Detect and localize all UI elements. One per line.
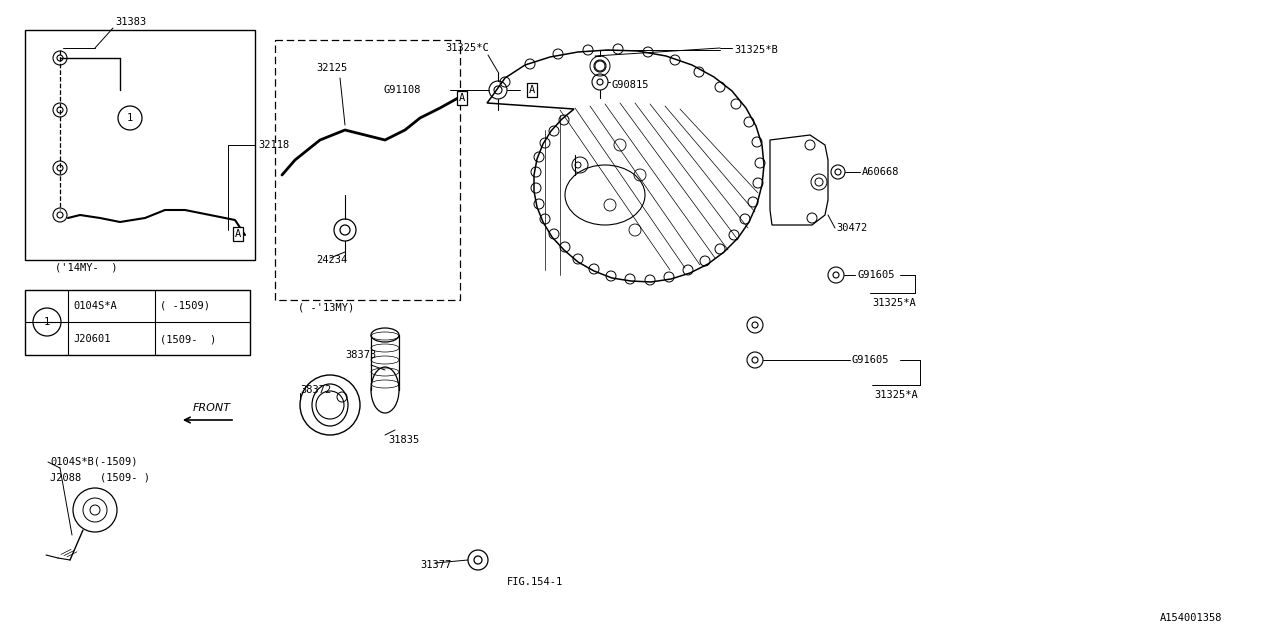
Text: 31325*B: 31325*B bbox=[733, 45, 778, 55]
Text: G91108: G91108 bbox=[383, 85, 421, 95]
Text: FRONT: FRONT bbox=[193, 403, 230, 413]
Text: A: A bbox=[529, 85, 535, 95]
Text: 32125: 32125 bbox=[316, 63, 347, 73]
Bar bbox=[275, 40, 460, 300]
Text: ( -'13MY): ( -'13MY) bbox=[298, 303, 355, 313]
Text: 38373: 38373 bbox=[346, 350, 376, 360]
Bar bbox=[26, 290, 250, 355]
Text: 1: 1 bbox=[44, 317, 50, 327]
Text: J20601: J20601 bbox=[73, 334, 110, 344]
Text: 31835: 31835 bbox=[388, 435, 420, 445]
Text: A: A bbox=[458, 93, 465, 103]
Text: J2088   (1509- ): J2088 (1509- ) bbox=[50, 473, 150, 483]
Text: 30472: 30472 bbox=[836, 223, 868, 233]
Text: 38372: 38372 bbox=[300, 385, 332, 395]
Text: 0104S*A: 0104S*A bbox=[73, 301, 116, 311]
Text: A: A bbox=[234, 229, 241, 239]
Text: ('14MY-  ): ('14MY- ) bbox=[55, 263, 118, 273]
Text: G91605: G91605 bbox=[852, 355, 890, 365]
Text: 0104S*B(-1509): 0104S*B(-1509) bbox=[50, 457, 137, 467]
Text: A154001358: A154001358 bbox=[1160, 613, 1222, 623]
Text: 1: 1 bbox=[127, 113, 133, 123]
Text: ( -1509): ( -1509) bbox=[160, 301, 210, 311]
Text: FIG.154-1: FIG.154-1 bbox=[507, 577, 563, 587]
Text: 24234: 24234 bbox=[316, 255, 347, 265]
Text: (1509-  ): (1509- ) bbox=[160, 334, 216, 344]
Text: A60668: A60668 bbox=[861, 167, 900, 177]
Bar bbox=[26, 30, 255, 260]
Text: 32118: 32118 bbox=[259, 140, 289, 150]
Text: 31325*A: 31325*A bbox=[874, 390, 918, 400]
Text: G90815: G90815 bbox=[612, 80, 649, 90]
Text: 31325*A: 31325*A bbox=[872, 298, 915, 308]
Text: 31383: 31383 bbox=[115, 17, 146, 27]
Text: G91605: G91605 bbox=[858, 270, 895, 280]
Text: 31377: 31377 bbox=[420, 560, 452, 570]
Text: 31325*C: 31325*C bbox=[445, 43, 489, 53]
